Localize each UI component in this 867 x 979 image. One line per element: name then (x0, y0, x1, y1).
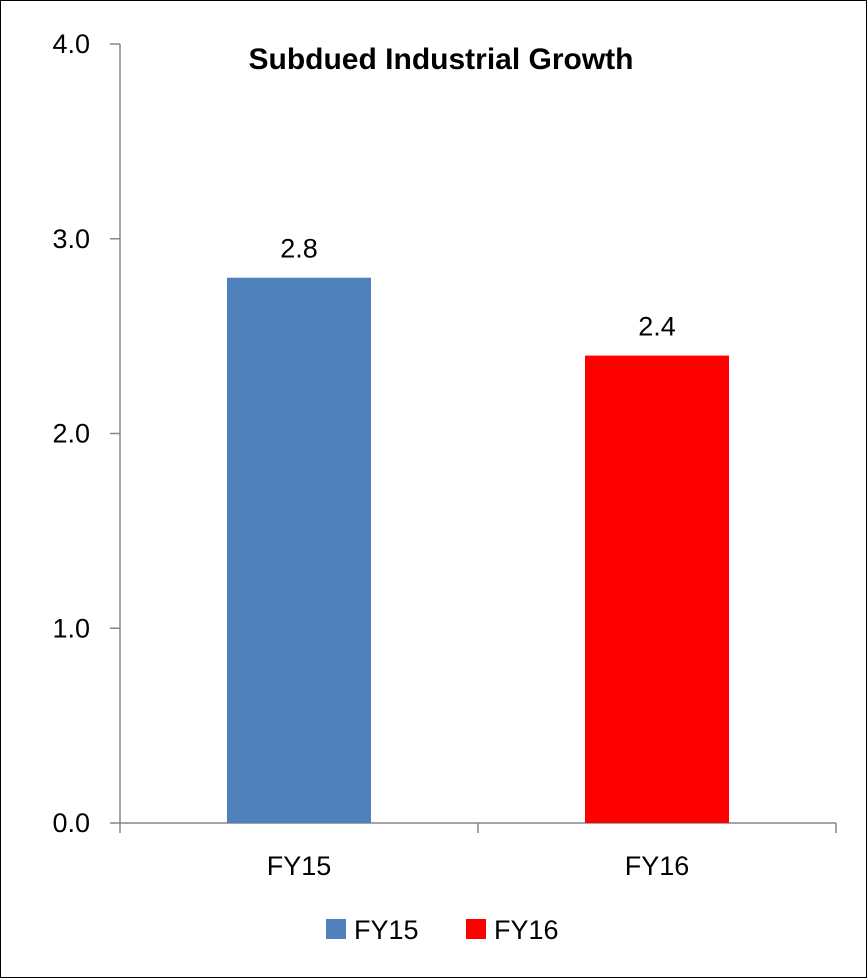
x-tick-label: FY16 (625, 851, 690, 881)
bars (227, 277, 729, 823)
y-tick-label: 2.0 (52, 419, 90, 449)
data-label-fy15: 2.8 (280, 234, 318, 264)
bar-fy15 (227, 277, 371, 823)
y-tick-label: 0.0 (52, 808, 90, 838)
bar-fy16 (585, 355, 729, 823)
y-tick-label: 3.0 (52, 224, 90, 254)
legend-label-fy16: FY16 (494, 915, 559, 945)
legend-swatch-fy15 (326, 919, 346, 939)
y-tick-label: 1.0 (52, 613, 90, 643)
axes: 0.0 1.0 2.0 3.0 4.0 FY15 FY16 (52, 29, 837, 881)
data-labels: 2.8 2.4 (280, 234, 676, 342)
x-tick-label: FY15 (267, 851, 332, 881)
y-tick-label: 4.0 (52, 29, 90, 59)
chart-title: Subdued Industrial Growth (249, 43, 634, 76)
legend-label-fy15: FY15 (354, 915, 419, 945)
legend-swatch-fy16 (466, 919, 486, 939)
data-label-fy16: 2.4 (638, 312, 676, 342)
legend: FY15 FY16 (326, 915, 559, 945)
